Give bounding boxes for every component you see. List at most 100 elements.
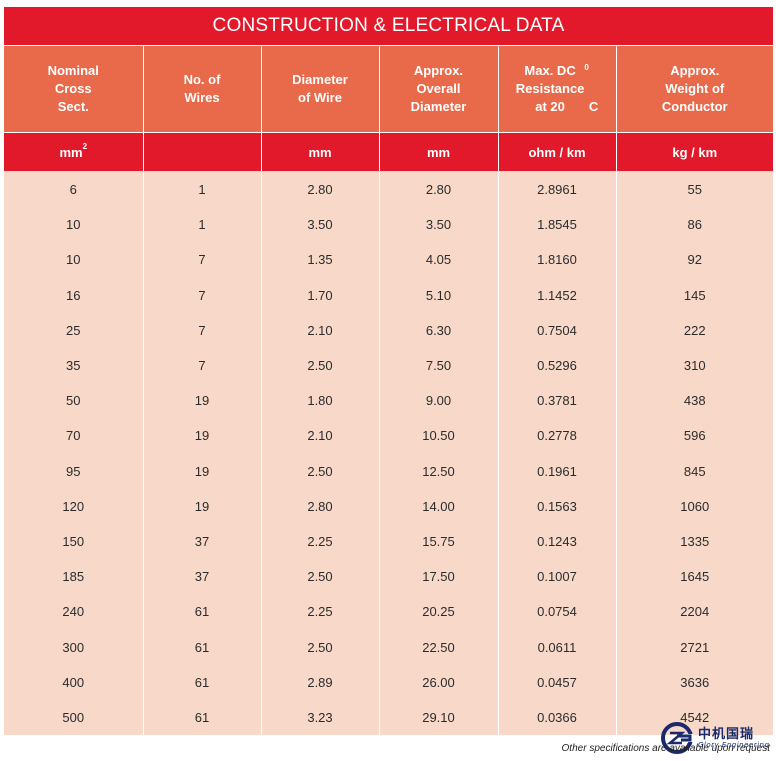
cell-dc-resistance: 0.7504 [498, 312, 617, 348]
cell-overall-diameter: 22.50 [379, 629, 499, 665]
cell-conductor-weight: 438 [616, 383, 773, 419]
table-row: 70 19 2.10 10.50 0.2778 596 [4, 418, 773, 454]
cell-wire-count: 7 [143, 347, 262, 384]
column-header-number-of-wires: No. of Wires [143, 46, 262, 133]
table-title: CONSTRUCTION & ELECTRICAL DATA [4, 7, 773, 45]
table-row: 400 61 2.89 26.00 0.0457 3636 [4, 664, 773, 700]
cell-wire-diameter: 2.89 [261, 664, 380, 700]
table-row: 300 61 2.50 22.50 0.0611 2721 [4, 629, 773, 665]
cell-cross-section: 16 [4, 277, 144, 313]
cell-wire-count: 37 [143, 559, 262, 595]
unit-number-of-wires [143, 132, 262, 172]
cell-conductor-weight: 1335 [616, 523, 773, 560]
glory-engineering-logo-icon [661, 722, 693, 754]
cell-overall-diameter: 17.50 [379, 559, 499, 595]
cell-cross-section: 120 [4, 488, 144, 524]
cell-wire-count: 19 [143, 418, 262, 454]
cell-dc-resistance: 0.1563 [498, 488, 617, 524]
cell-overall-diameter: 7.50 [379, 347, 499, 384]
table-row: 10 1 3.50 3.50 1.8545 86 [4, 207, 773, 243]
cell-overall-diameter: 26.00 [379, 664, 499, 700]
cell-wire-diameter: 3.50 [261, 207, 380, 243]
unit-overall-diameter: mm [379, 132, 499, 172]
column-header-nominal-cross-section: Nominal Cross Sect. [4, 46, 144, 133]
cell-conductor-weight: 222 [616, 312, 773, 348]
table-row: 95 19 2.50 12.50 0.1961 845 [4, 453, 773, 489]
cell-wire-diameter: 3.23 [261, 699, 380, 735]
cell-overall-diameter: 14.00 [379, 488, 499, 524]
cell-wire-diameter: 1.70 [261, 277, 380, 313]
cell-wire-diameter: 2.10 [261, 312, 380, 348]
cell-wire-count: 61 [143, 629, 262, 665]
cell-wire-diameter: 2.10 [261, 418, 380, 454]
table-row: 120 19 2.80 14.00 0.1563 1060 [4, 488, 773, 524]
cell-overall-diameter: 6.30 [379, 312, 499, 348]
cell-dc-resistance: 1.1452 [498, 277, 617, 313]
cell-wire-count: 37 [143, 523, 262, 560]
table-row: 35 7 2.50 7.50 0.5296 310 [4, 347, 773, 384]
cell-cross-section: 10 [4, 242, 144, 278]
company-logo: 中机国瑞 Glory Engineering [660, 721, 772, 755]
footnote: Other specifications are available upon … [561, 743, 770, 754]
column-header-diameter-of-wire: Diameter of Wire [261, 46, 380, 133]
cell-wire-diameter: 2.50 [261, 453, 380, 489]
column-header-row: Nominal Cross Sect. No. of Wires Diamete… [4, 46, 773, 133]
cell-wire-diameter: 2.25 [261, 594, 380, 630]
cell-overall-diameter: 20.25 [379, 594, 499, 630]
cell-cross-section: 95 [4, 453, 144, 489]
table-row: 500 61 3.23 29.10 0.0366 4542 [4, 699, 773, 735]
cell-cross-section: 500 [4, 699, 144, 735]
cell-dc-resistance: 0.1961 [498, 453, 617, 489]
cell-dc-resistance: 0.1243 [498, 523, 617, 560]
cell-overall-diameter: 29.10 [379, 699, 499, 735]
cell-cross-section: 150 [4, 523, 144, 560]
logo-english-name: Glory Engineering [698, 741, 770, 749]
table-row: 16 7 1.70 5.10 1.1452 145 [4, 277, 773, 313]
cell-overall-diameter: 15.75 [379, 523, 499, 560]
unit-diameter-of-wire: mm [261, 132, 380, 172]
cell-overall-diameter: 9.00 [379, 383, 499, 419]
cell-wire-diameter: 1.35 [261, 242, 380, 278]
cell-conductor-weight: 1060 [616, 488, 773, 524]
logo-chinese-name: 中机国瑞 [698, 727, 755, 742]
cell-wire-count: 7 [143, 312, 262, 348]
cell-conductor-weight: 4542 [616, 699, 773, 735]
cell-cross-section: 300 [4, 629, 144, 665]
cell-cross-section: 25 [4, 312, 144, 348]
cell-wire-diameter: 2.50 [261, 559, 380, 595]
column-header-overall-diameter: Approx. Overall Diameter [379, 46, 499, 133]
column-header-dc-resistance: Max. DC Resistance at 200C [498, 46, 617, 133]
cell-dc-resistance: 0.0754 [498, 594, 617, 630]
cell-cross-section: 6 [4, 171, 144, 208]
unit-row: mm2 mm mm ohm / km kg / km [4, 132, 773, 172]
cell-wire-count: 61 [143, 664, 262, 700]
cell-conductor-weight: 86 [616, 207, 773, 243]
cell-wire-count: 7 [143, 277, 262, 313]
cell-conductor-weight: 2721 [616, 629, 773, 665]
cell-cross-section: 70 [4, 418, 144, 454]
cell-wire-diameter: 1.80 [261, 383, 380, 419]
cell-wire-diameter: 2.50 [261, 629, 380, 665]
cell-wire-count: 1 [143, 171, 262, 208]
cell-dc-resistance: 2.8961 [498, 171, 617, 208]
cell-conductor-weight: 92 [616, 242, 773, 278]
table-row: 6 1 2.80 2.80 2.8961 55 [4, 171, 773, 208]
unit-dc-resistance: ohm / km [498, 132, 617, 172]
cell-overall-diameter: 10.50 [379, 418, 499, 454]
cell-wire-count: 61 [143, 594, 262, 630]
cell-dc-resistance: 1.8545 [498, 207, 617, 243]
cell-overall-diameter: 12.50 [379, 453, 499, 489]
table-body: 6 1 2.80 2.80 2.8961 55 10 1 3.50 3.50 1.8545 86 10 7… [4, 171, 773, 735]
cell-conductor-weight: 596 [616, 418, 773, 454]
table-row: 150 37 2.25 15.75 0.1243 1335 [4, 523, 773, 560]
cell-dc-resistance: 0.1007 [498, 559, 617, 595]
table-row: 50 19 1.80 9.00 0.3781 438 [4, 383, 773, 419]
unit-weight-of-conductor: kg / km [616, 132, 773, 172]
cell-dc-resistance: 0.0457 [498, 664, 617, 700]
cell-conductor-weight: 2204 [616, 594, 773, 630]
cell-wire-diameter: 2.25 [261, 523, 380, 560]
cell-conductor-weight: 845 [616, 453, 773, 489]
cell-cross-section: 240 [4, 594, 144, 630]
cell-conductor-weight: 3636 [616, 664, 773, 700]
cell-wire-count: 61 [143, 699, 262, 735]
